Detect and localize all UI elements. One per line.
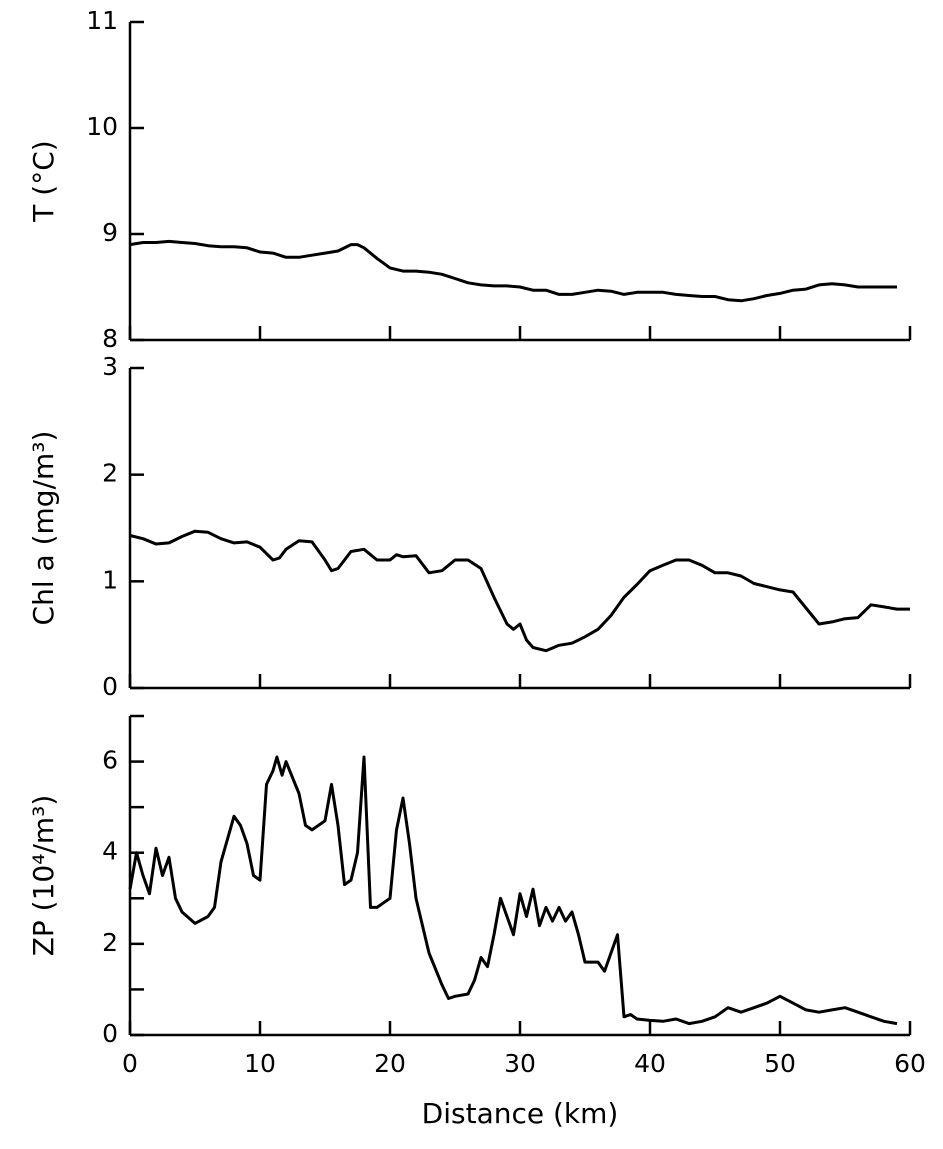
- data-line: [129, 529, 910, 653]
- y-tick-label: 6: [102, 746, 118, 775]
- y-tick-label: 9: [102, 218, 118, 247]
- x-tick-label: 30: [504, 1049, 536, 1078]
- y-tick-label: 8: [102, 324, 118, 353]
- y-axis-label: Chl a (mg/m³): [27, 431, 60, 626]
- y-tick-label: 0: [102, 672, 118, 701]
- x-tick-label: 50: [764, 1049, 796, 1078]
- x-tick-label: 20: [374, 1049, 406, 1078]
- y-tick-label: 1: [102, 565, 118, 594]
- y-axis-label: ZP (10⁴/m³): [27, 795, 60, 957]
- x-tick-label: 10: [244, 1049, 276, 1078]
- y-tick-label: 11: [86, 6, 118, 35]
- y-tick-label: 2: [102, 928, 118, 957]
- x-tick-label: 60: [894, 1049, 926, 1078]
- y-axis-label: T (°C): [27, 140, 60, 222]
- y-tick-label: 3: [102, 352, 118, 381]
- x-tick-label: 0: [122, 1049, 138, 1078]
- y-tick-label: 2: [102, 459, 118, 488]
- y-tick-label: 0: [102, 1019, 118, 1048]
- y-tick-label: 4: [102, 837, 118, 866]
- data-line: [129, 239, 897, 303]
- y-tick-label: 10: [86, 112, 118, 141]
- x-tick-label: 40: [634, 1049, 666, 1078]
- data-line: [128, 755, 898, 1026]
- x-axis-label: Distance (km): [422, 1097, 619, 1130]
